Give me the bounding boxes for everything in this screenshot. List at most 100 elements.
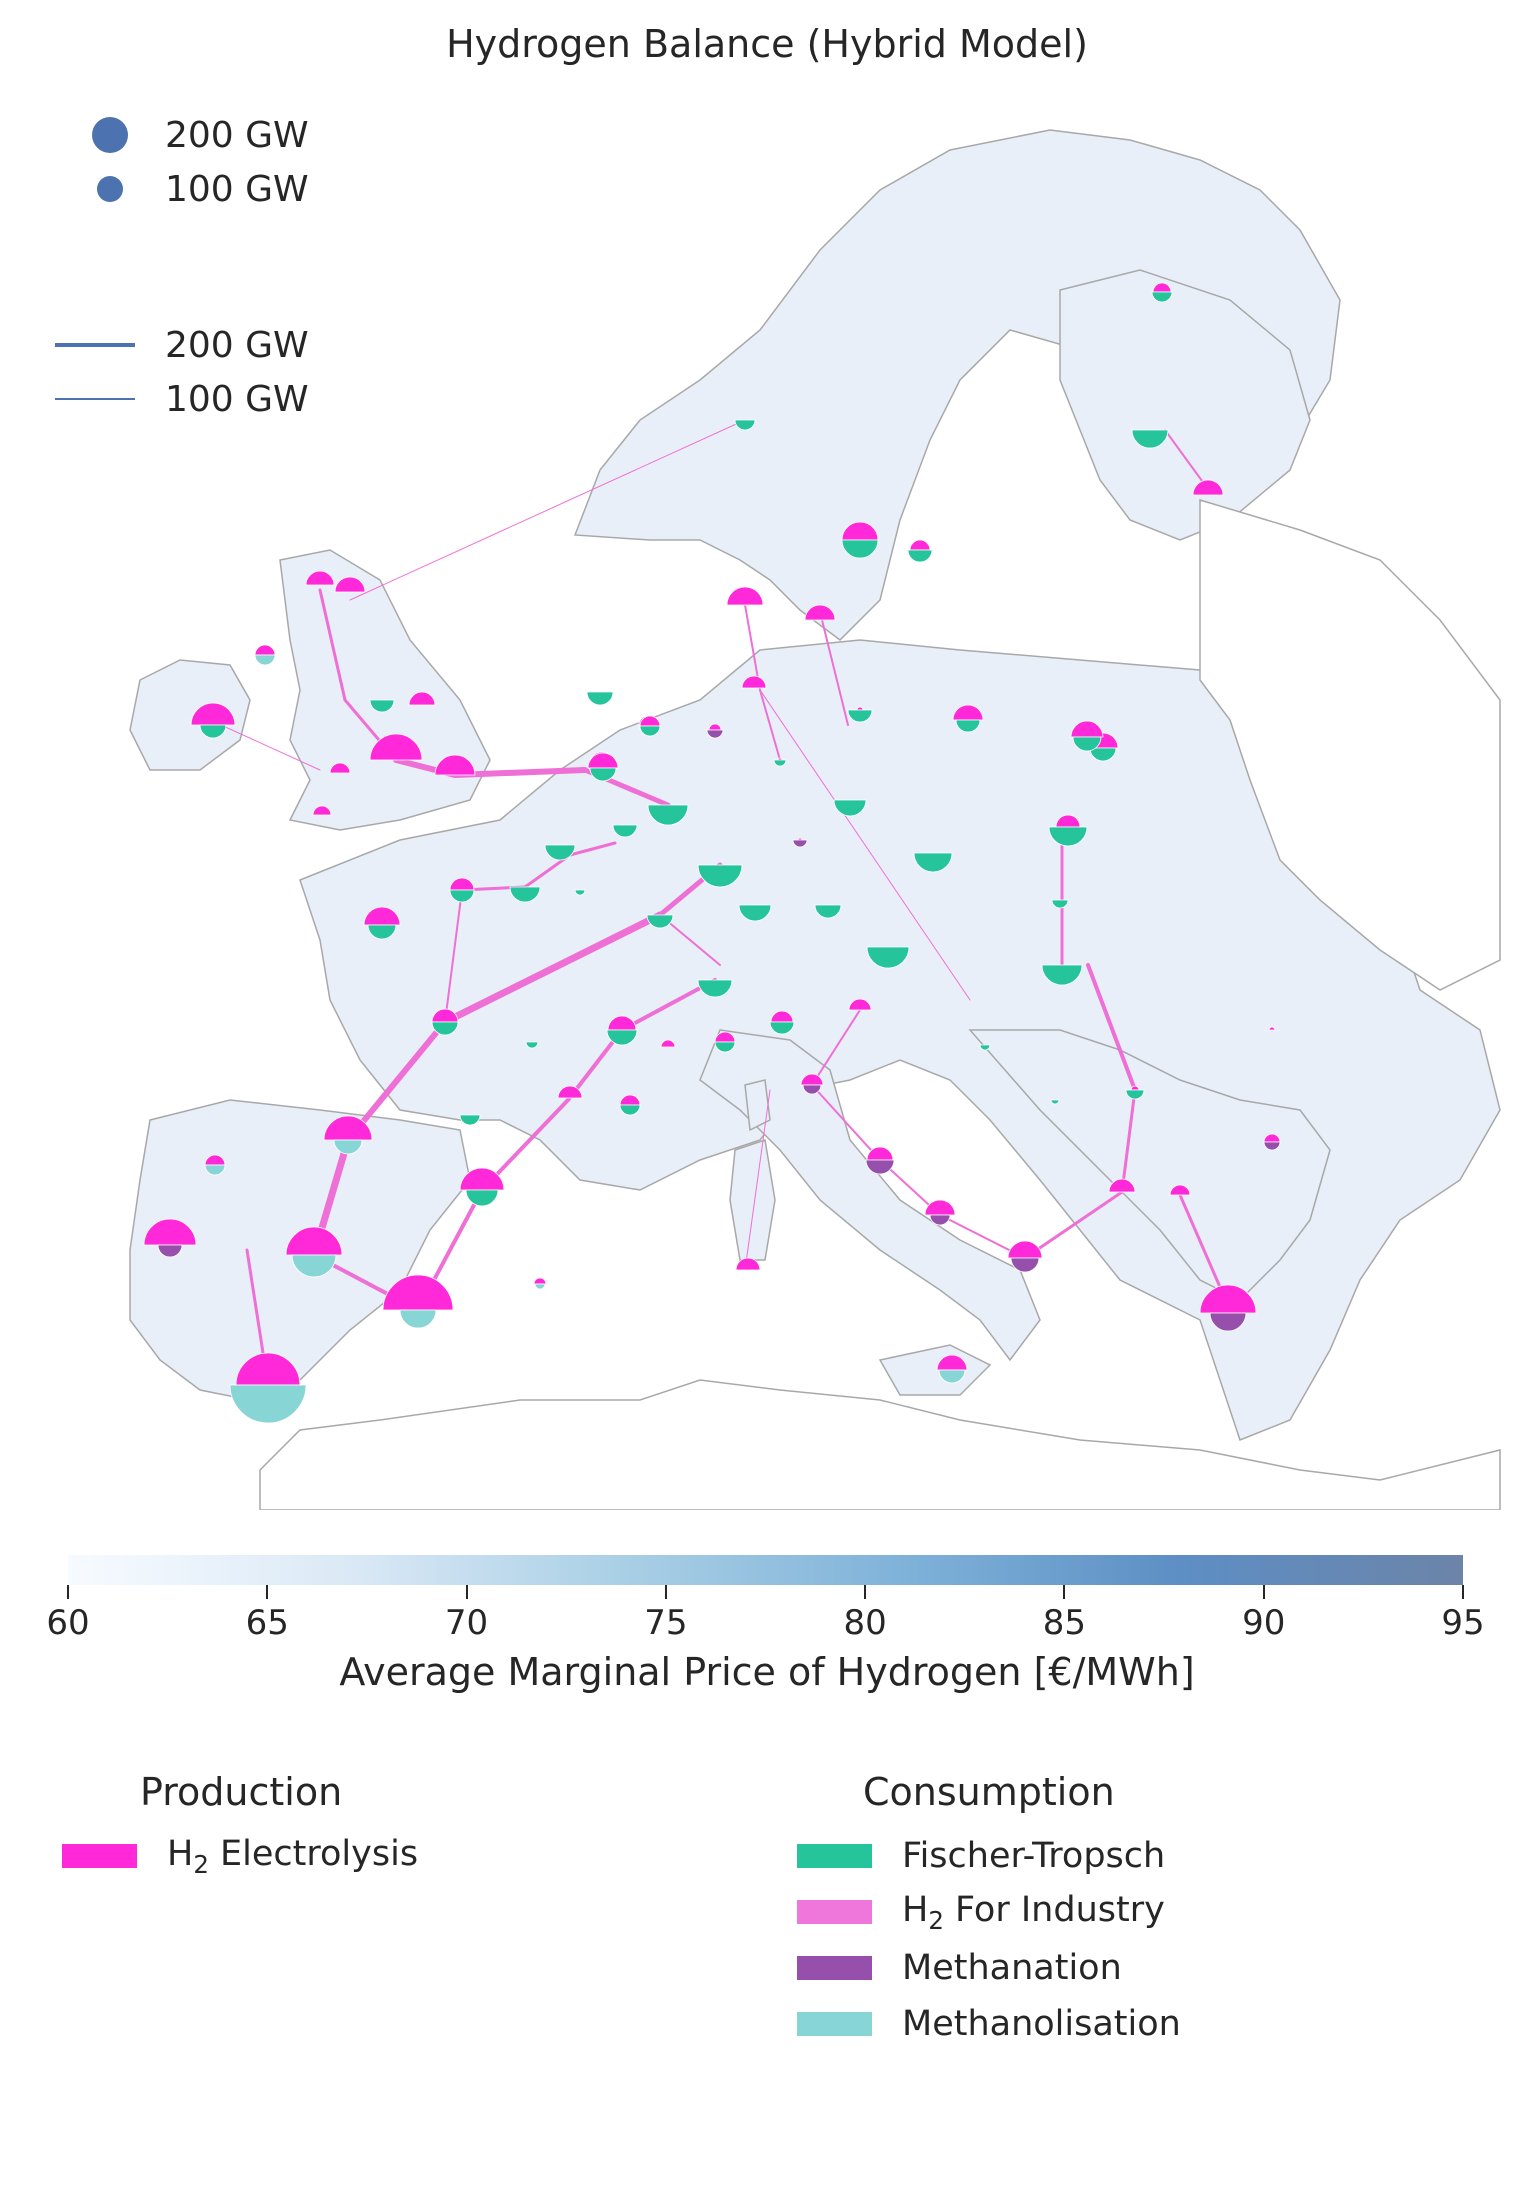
production-semicircle — [363, 906, 401, 926]
colorbar-tick-label: 60 — [46, 1603, 90, 1643]
consumption-semicircle — [431, 1021, 459, 1036]
legend-item: H2 For Industry — [797, 1884, 1181, 1940]
corsica-region — [744, 1079, 771, 1132]
production-semicircle — [382, 1274, 454, 1311]
flow-line — [444, 889, 463, 1023]
flow-line — [1086, 963, 1137, 1092]
consumption-semicircle — [369, 699, 395, 713]
consumption-semicircle — [647, 804, 689, 826]
colorbar-tick — [465, 1585, 468, 1599]
production-semicircle — [952, 704, 984, 721]
consumption-semicircle — [1072, 736, 1102, 752]
legend-label: Methanation — [902, 1948, 1122, 1988]
legend-swatch — [797, 1956, 872, 1980]
colorbar-tick-label: 80 — [843, 1603, 887, 1643]
production-semicircle — [1108, 1178, 1136, 1193]
colorbar-tick — [864, 1585, 867, 1599]
legend-swatch — [797, 2012, 872, 2036]
small-circle-symbol — [97, 176, 123, 202]
production-semicircle — [369, 733, 423, 761]
consumption-semicircle — [399, 1309, 437, 1329]
bus-size-label: 200 GW — [165, 114, 309, 156]
production-semicircle — [856, 706, 864, 711]
flow-line — [1164, 429, 1206, 486]
production-semicircle — [924, 1199, 956, 1216]
production-semicircle — [190, 702, 236, 726]
production-semicircle — [459, 1167, 505, 1191]
consumption-semicircle — [459, 1114, 481, 1126]
consumption-semicircle — [199, 724, 227, 739]
production-semicircle — [449, 877, 475, 891]
flow-line — [1120, 1088, 1137, 1194]
production-semicircle — [434, 754, 476, 776]
production-legend: Production H2 Electrolysis — [62, 1770, 418, 1884]
colorbar-ticks: 60 65 70 75 80 85 90 95 — [0, 1585, 1534, 1665]
legend-item: H2 Electrolysis — [62, 1828, 418, 1884]
consumption-semicircle — [1209, 1312, 1247, 1332]
consumption-semicircle — [525, 1041, 539, 1049]
production-semicircle — [770, 1010, 794, 1023]
flow-line — [811, 1009, 861, 1086]
production-semicircle — [1199, 1284, 1257, 1314]
bus-size-legend-small: 100 GW — [55, 162, 309, 216]
production-semicircle — [800, 1073, 824, 1086]
consumption-semicircle — [1050, 1099, 1060, 1105]
consumption-semicircle — [697, 864, 743, 888]
consumption-semicircle — [833, 799, 867, 817]
production-heading: Production — [140, 1770, 343, 1814]
bus-size-legend-large: 200 GW — [55, 108, 309, 162]
production-semicircle — [557, 1085, 583, 1099]
production-semicircle — [1169, 1184, 1191, 1196]
consumption-semicircle — [586, 691, 614, 706]
legend-label: Methanolisation — [902, 2004, 1181, 2044]
flow-line — [441, 911, 664, 1026]
consumption-semicircle — [769, 1021, 795, 1035]
consumption-semicircle — [1089, 747, 1117, 762]
legend-label: Fischer-Tropsch — [902, 1836, 1166, 1876]
land-regions — [129, 129, 1501, 1510]
colorbar-tick-label: 75 — [644, 1603, 688, 1643]
flow-width-legend: 200 GW 100 GW — [55, 318, 309, 426]
consumption-semicircle — [291, 1254, 337, 1278]
north-africa-region — [259, 1379, 1501, 1510]
colorbar-tick — [1063, 1585, 1066, 1599]
consumption-semicircle — [606, 1029, 638, 1046]
flow-line — [523, 853, 572, 889]
consumption-semicircle — [157, 1244, 183, 1258]
legend-item: Methanation — [797, 1940, 1181, 1996]
colorbar-tick-label: 85 — [1042, 1603, 1087, 1643]
flow-line — [1023, 1190, 1124, 1260]
production-semicircle — [1152, 282, 1172, 293]
flow-width-legend-thin: 100 GW — [55, 372, 309, 426]
consumption-semicircle — [449, 889, 475, 903]
consumption-semicircle — [1125, 1089, 1145, 1100]
flow-width-label: 100 GW — [165, 378, 309, 420]
flow-line — [318, 588, 347, 702]
sicily-region — [878, 1344, 992, 1396]
flow-line — [759, 689, 971, 1001]
thick-line-symbol — [55, 343, 135, 347]
consumption-semicircle — [802, 1084, 822, 1095]
consumption-semicircle — [1263, 1141, 1281, 1151]
consumption-semicircle — [619, 1104, 641, 1116]
production-semicircle — [1055, 814, 1081, 828]
consumption-semicircle — [714, 1041, 736, 1053]
flow-line — [452, 767, 588, 778]
consumption-heading: Consumption — [863, 1770, 1115, 1814]
consumption-semicircle — [574, 889, 586, 896]
consumption-semicircle — [955, 719, 981, 733]
colorbar-tick-label: 90 — [1242, 1603, 1286, 1643]
production-semicircle — [235, 1352, 301, 1386]
consumption-semicircle — [534, 1283, 546, 1290]
colorbar-tick-label: 65 — [245, 1603, 289, 1643]
consumption-semicircle — [544, 844, 576, 861]
colorbar-tick-label: 70 — [444, 1603, 489, 1643]
production-semicircle — [329, 762, 351, 774]
colorbar-label: Average Marginal Price of Hydrogen [€/MW… — [339, 1650, 1195, 1694]
flow-line — [209, 719, 321, 771]
consumption-semicircle — [367, 924, 397, 940]
legend-label: H2 Electrolysis — [167, 1833, 419, 1879]
production-semicircle — [726, 586, 764, 606]
ireland-region — [129, 659, 251, 771]
consumption-semicircle — [254, 654, 276, 666]
